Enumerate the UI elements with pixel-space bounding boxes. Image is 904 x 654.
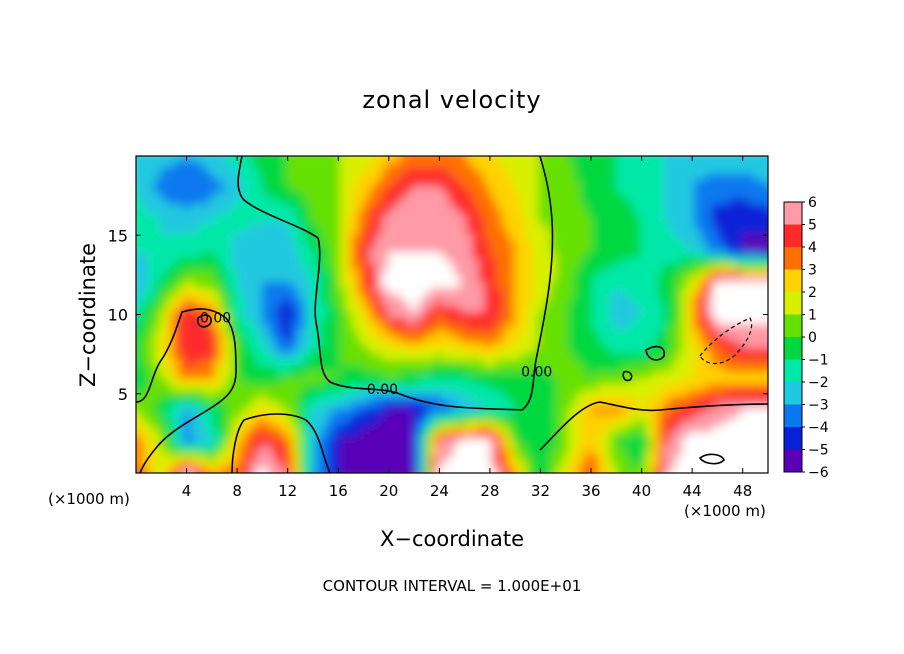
colorbar-swatch — [784, 292, 802, 315]
zero-contour-lower — [136, 308, 237, 473]
colorbar-tick-label: −4 — [808, 420, 829, 436]
x-tick-label: 40 — [632, 482, 651, 500]
colorbar-tick-label: 4 — [808, 240, 817, 256]
contour-label: 0.00 — [200, 310, 231, 326]
zero-contour-right — [539, 401, 768, 451]
colorbar-tick-label: −6 — [808, 465, 829, 481]
colorbar-swatch — [784, 337, 802, 360]
contour-layer — [136, 156, 768, 473]
x-tick-label: 20 — [379, 482, 398, 500]
colorbar-tick-label: 1 — [808, 308, 817, 324]
contour-label: 0.00 — [367, 382, 398, 398]
colorbar-tick-label: 2 — [808, 285, 817, 301]
x-axis-label: X−coordinate — [380, 527, 524, 551]
colorbar-tick-label: 3 — [808, 263, 817, 279]
y-tick-label: 15 — [108, 226, 128, 245]
colorbar-swatch — [784, 314, 802, 338]
x-tick-label: 4 — [182, 482, 192, 500]
x-unit-right: (×1000 m) — [684, 502, 766, 520]
x-tick-label: 24 — [430, 482, 449, 500]
zero-contour-bottom — [231, 413, 331, 473]
colorbar-swatch — [784, 449, 802, 473]
colorbar-tick-label: 0 — [808, 330, 817, 346]
contour-labels: 0.00 0.00 0.00 — [200, 310, 552, 397]
y-tick-label: 10 — [108, 306, 128, 325]
x-tick-label: 16 — [329, 482, 348, 500]
colorbar-swatch — [784, 202, 802, 225]
small-loop-1 — [196, 314, 212, 328]
y-tick-label: 5 — [118, 385, 128, 404]
x-tick-label: 8 — [232, 482, 242, 500]
field-layer — [136, 156, 768, 473]
colorbar-tick-label: −3 — [808, 398, 829, 414]
x-tick-label: 44 — [683, 482, 702, 500]
x-tick-label: 28 — [480, 482, 499, 500]
colorbar-swatch — [784, 224, 802, 248]
x-tick-label: 12 — [278, 482, 297, 500]
x-tick-label: 32 — [531, 482, 550, 500]
x-tick-label: 48 — [733, 482, 752, 500]
colorbar-tick-label: −2 — [808, 375, 829, 391]
contour-label: 0.00 — [521, 364, 552, 380]
dashed-loop — [699, 317, 753, 365]
contour-interval-note: CONTOUR INTERVAL = 1.000E+01 — [322, 577, 582, 595]
colorbar-swatch — [784, 359, 802, 383]
colorbar: 6 5 4 3 2 1 0 −1 −2 −3 −4 −5 −6 — [783, 195, 829, 481]
colorbar-swatch — [784, 247, 802, 270]
colorbar-swatch — [784, 404, 802, 428]
x-unit-left: (×1000 m) — [48, 490, 130, 508]
colorbar-tick-label: −1 — [808, 353, 829, 369]
small-loop-2 — [645, 345, 666, 361]
colorbar-swatch — [784, 427, 802, 450]
small-loop-3 — [622, 370, 633, 382]
colorbar-tick-label: −5 — [808, 443, 829, 459]
chart-title: zonal velocity — [362, 86, 542, 114]
colorbar-swatch — [784, 269, 802, 293]
colorbar-tick-label: 6 — [808, 195, 817, 211]
small-loop-4 — [698, 453, 725, 465]
colorbar-tick-label: 5 — [808, 218, 817, 234]
y-axis-label: Z−coordinate — [76, 243, 100, 387]
zero-contour-upper — [237, 156, 554, 411]
colorbar-swatch — [784, 382, 802, 405]
x-tick-label: 36 — [581, 482, 600, 500]
